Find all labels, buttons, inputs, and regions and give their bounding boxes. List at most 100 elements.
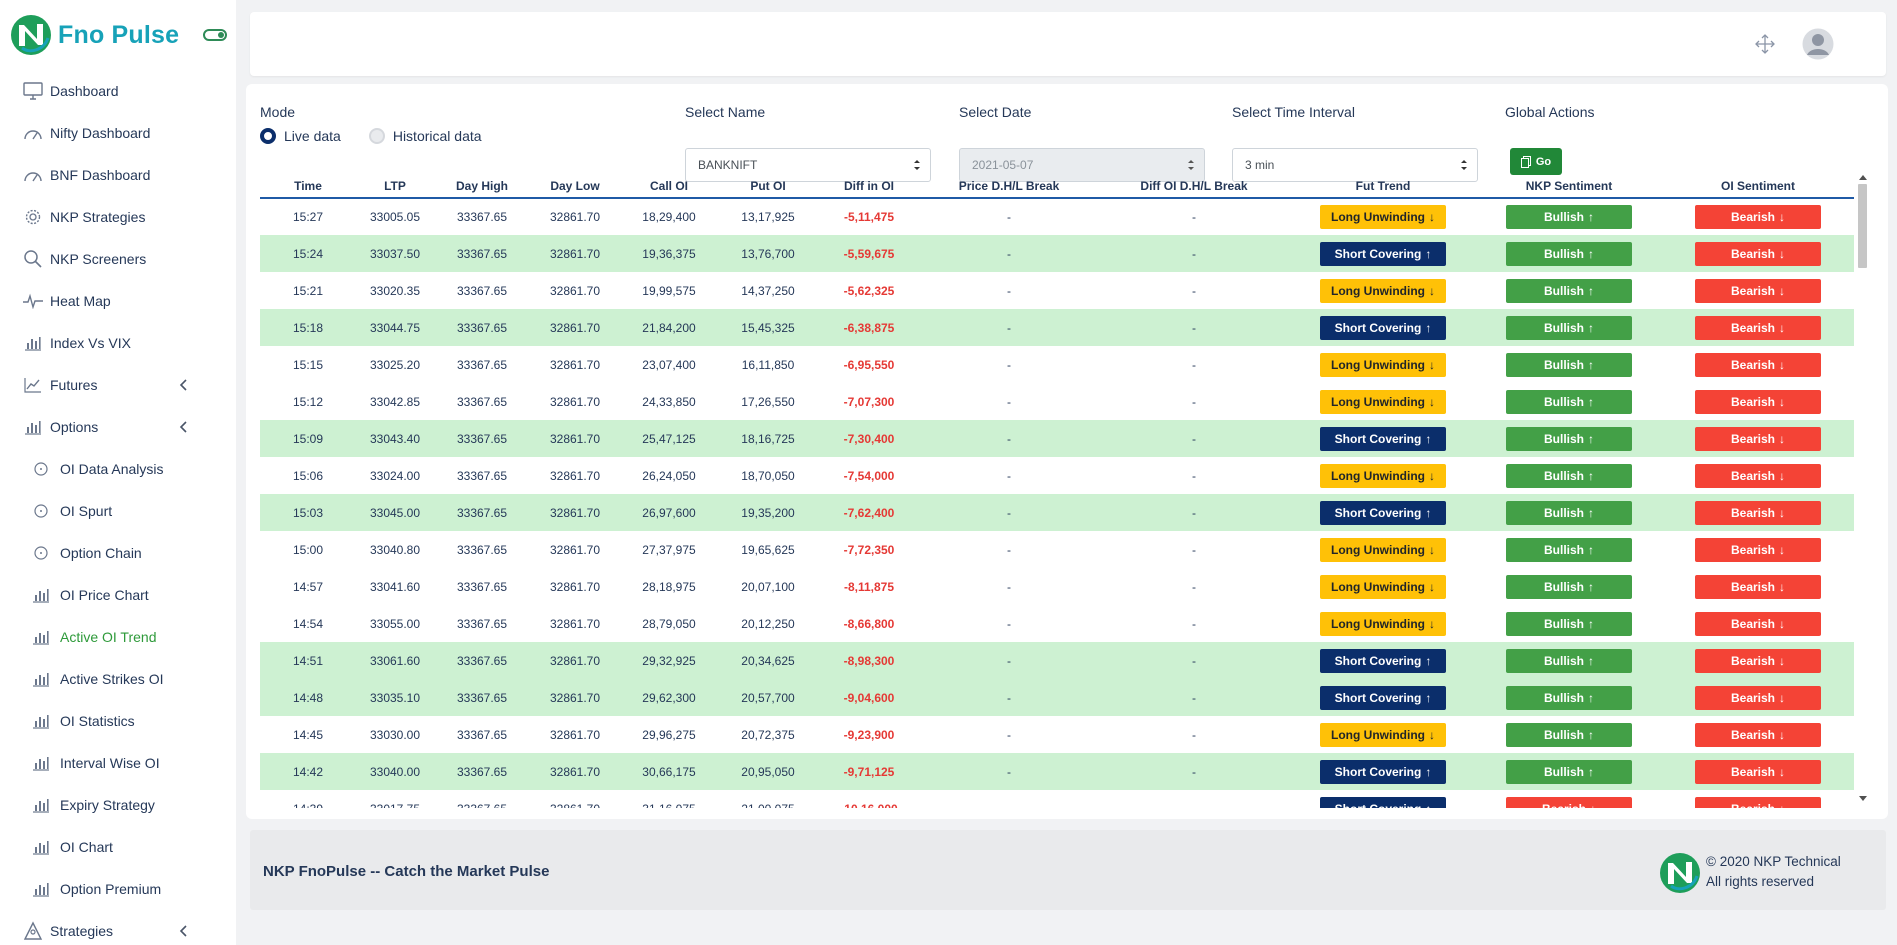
- bullish-badge[interactable]: Bullish ↑: [1506, 205, 1632, 229]
- scrollbar-thumb[interactable]: [1858, 184, 1867, 268]
- sidebar-item-nifty-dashboard[interactable]: Nifty Dashboard: [0, 112, 236, 154]
- bearish-badge[interactable]: Bearish↓: [1695, 315, 1821, 340]
- scroll-up-icon[interactable]: [1859, 174, 1867, 182]
- sidebar-item-options[interactable]: Options: [0, 406, 236, 448]
- sidebar-item-nkp-strategies[interactable]: NKP Strategies: [0, 196, 236, 238]
- bearish-badge[interactable]: Bearish↓: [1506, 796, 1632, 808]
- sidebar-subitem-active-oi-trend[interactable]: Active OI Trend: [0, 616, 236, 658]
- sidebar-subitem-interval-wise-oi[interactable]: Interval Wise OI: [0, 742, 236, 784]
- bullish-badge[interactable]: Bullish ↑: [1506, 352, 1632, 377]
- sidebar-item-index-vs-vix[interactable]: Index Vs VIX: [0, 322, 236, 364]
- short-covering-badge[interactable]: Short Covering↑: [1320, 241, 1446, 266]
- bearish-badge[interactable]: Bearish↓: [1695, 463, 1821, 488]
- long-unwinding-badge[interactable]: Long Unwinding ↓: [1320, 611, 1446, 636]
- sidebar-subitem-oi-price-chart[interactable]: OI Price Chart: [0, 574, 236, 616]
- bearish-badge[interactable]: Bearish↓: [1695, 389, 1821, 414]
- bearish-badge[interactable]: Bearish↓: [1695, 241, 1821, 266]
- go-button[interactable]: Go: [1510, 148, 1562, 175]
- bullish-badge[interactable]: Bullish ↑: [1506, 315, 1632, 340]
- sidebar-subitem-oi-data-analysis[interactable]: OI Data Analysis: [0, 448, 236, 490]
- arrow-up-icon: ↑: [1588, 431, 1594, 446]
- bearish-badge[interactable]: Bearish↓: [1695, 352, 1821, 377]
- bearish-badge[interactable]: Bearish↓: [1695, 796, 1821, 808]
- bullish-badge[interactable]: Bullish ↑: [1506, 389, 1632, 414]
- user-avatar-icon[interactable]: [1802, 28, 1834, 60]
- historical-data-radio[interactable]: [368, 128, 385, 144]
- long-unwinding-badge[interactable]: Long Unwinding ↓: [1320, 463, 1446, 488]
- bullish-badge[interactable]: Bullish ↑: [1506, 278, 1632, 303]
- sidebar-subitem-option-chain[interactable]: Option Chain: [0, 532, 236, 574]
- cell-day-high: 33367.65: [456, 542, 508, 557]
- sidebar-subitem-oi-statistics[interactable]: OI Statistics: [0, 700, 236, 742]
- short-covering-badge[interactable]: Short Covering↑: [1320, 759, 1446, 784]
- bullish-badge[interactable]: Bullish ↑: [1506, 537, 1632, 562]
- bearish-badge[interactable]: Bearish↓: [1695, 722, 1821, 747]
- bearish-badge[interactable]: Bearish↓: [1695, 205, 1821, 229]
- sidebar-subitem-oi-chart[interactable]: OI Chart: [0, 826, 236, 868]
- bullish-badge[interactable]: Bullish ↑: [1506, 463, 1632, 488]
- bullish-badge[interactable]: Bullish ↑: [1506, 241, 1632, 266]
- sidebar-subitem-option-premium[interactable]: Option Premium: [0, 868, 236, 910]
- long-unwinding-badge[interactable]: Long Unwinding ↓: [1320, 537, 1446, 562]
- sidebar-item-label: Expiry Strategy: [60, 797, 155, 813]
- theme-toggle[interactable]: [203, 29, 228, 41]
- short-covering-badge[interactable]: Short Covering↑: [1320, 426, 1446, 451]
- short-covering-badge[interactable]: Short Covering↑: [1320, 685, 1446, 710]
- sidebar-item-label: OI Spurt: [60, 503, 113, 519]
- chevron-left-icon[interactable]: [176, 923, 192, 939]
- bullish-badge[interactable]: Bullish ↑: [1506, 685, 1632, 710]
- bearish-badge[interactable]: Bearish↓: [1695, 685, 1821, 710]
- bullish-badge[interactable]: Bullish ↑: [1506, 648, 1632, 673]
- short-covering-badge[interactable]: Short Covering↑: [1320, 648, 1446, 673]
- bullish-badge[interactable]: Bullish ↑: [1506, 722, 1632, 747]
- fullscreen-icon[interactable]: [1754, 33, 1776, 55]
- chevron-left-icon[interactable]: [176, 377, 192, 393]
- bullish-badge[interactable]: Bullish ↑: [1506, 574, 1632, 599]
- badge-label: Bearish: [1730, 468, 1776, 483]
- short-covering-badge[interactable]: Short Covering↑: [1320, 796, 1446, 808]
- long-unwinding-badge[interactable]: Long Unwinding ↓: [1320, 574, 1446, 599]
- bearish-badge[interactable]: Bearish↓: [1695, 537, 1821, 562]
- arrow-up-icon: ↑: [1425, 431, 1432, 446]
- long-unwinding-badge[interactable]: Long Unwinding ↓: [1320, 389, 1446, 414]
- bearish-badge[interactable]: Bearish↓: [1695, 759, 1821, 784]
- brand-logo-icon[interactable]: [10, 14, 52, 56]
- sidebar-item-strategies[interactable]: Strategies: [0, 910, 236, 945]
- chevron-left-icon[interactable]: [176, 419, 192, 435]
- short-covering-badge[interactable]: Short Covering↑: [1320, 500, 1446, 525]
- historical-data-label[interactable]: Historical data: [392, 128, 482, 144]
- bullish-badge[interactable]: Bullish ↑: [1506, 426, 1632, 451]
- top-header: [250, 12, 1886, 76]
- short-covering-badge[interactable]: Short Covering↑: [1320, 315, 1446, 340]
- bearish-badge[interactable]: Bearish↓: [1695, 611, 1821, 636]
- live-data-radio[interactable]: [260, 128, 276, 144]
- badge-label: Long Unwinding: [1331, 357, 1425, 372]
- sidebar-item-nkp-screeners[interactable]: NKP Screeners: [0, 238, 236, 280]
- bearish-badge[interactable]: Bearish↓: [1695, 500, 1821, 525]
- long-unwinding-badge[interactable]: Long Unwinding ↓: [1320, 722, 1446, 747]
- bullish-badge[interactable]: Bullish ↑: [1506, 500, 1632, 525]
- bullish-badge[interactable]: Bullish ↑: [1506, 611, 1632, 636]
- sidebar-subitem-active-strikes-oi[interactable]: Active Strikes OI: [0, 658, 236, 700]
- bearish-badge[interactable]: Bearish↓: [1695, 574, 1821, 599]
- sidebar-item-bnf-dashboard[interactable]: BNF Dashboard: [0, 154, 236, 196]
- cell-diff-in-oi: -10,16,000: [818, 790, 920, 809]
- sidebar-subitem-expiry-strategy[interactable]: Expiry Strategy: [0, 784, 236, 826]
- table-scrollbar[interactable]: [1856, 174, 1870, 808]
- long-unwinding-badge[interactable]: Long Unwinding ↓: [1320, 352, 1446, 377]
- bearish-badge[interactable]: Bearish↓: [1695, 278, 1821, 303]
- line-chart-icon: [22, 375, 44, 395]
- sidebar-subitem-oi-spurt[interactable]: OI Spurt: [0, 490, 236, 532]
- sidebar-item-heat-map[interactable]: Heat Map: [0, 280, 236, 322]
- cell-time: 15:21: [292, 283, 324, 298]
- long-unwinding-badge[interactable]: Long Unwinding ↓: [1320, 278, 1446, 303]
- bullish-badge[interactable]: Bullish ↑: [1506, 759, 1632, 784]
- bearish-badge[interactable]: Bearish↓: [1695, 648, 1821, 673]
- long-unwinding-badge[interactable]: Long Unwinding ↓: [1320, 205, 1446, 229]
- sidebar-item-dashboard[interactable]: Dashboard: [0, 70, 236, 112]
- bearish-badge[interactable]: Bearish↓: [1695, 426, 1821, 451]
- cell-diff-oi-d-h-l-break: -: [1192, 579, 1196, 594]
- sidebar-item-futures[interactable]: Futures: [0, 364, 236, 406]
- live-data-label[interactable]: Live data: [284, 128, 341, 144]
- scroll-down-icon[interactable]: [1859, 794, 1867, 802]
